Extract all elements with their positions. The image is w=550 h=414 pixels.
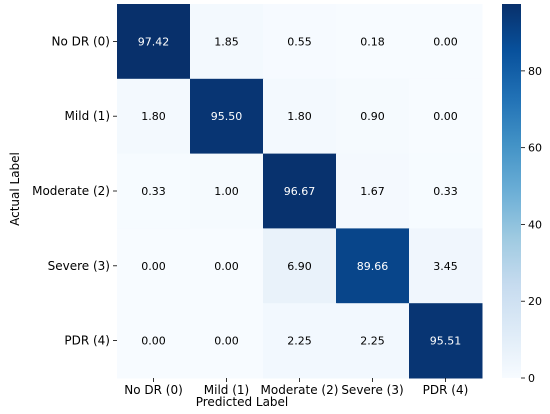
cell-value-labels: 97.42 1.85 0.55 0.18 0.00 1.80 95.50 1.80 0.90 0.… (138, 35, 462, 347)
heatmap-cell (409, 4, 483, 80)
heatmap-cell (190, 153, 264, 229)
cell-value-label: 95.51 (430, 335, 462, 348)
cell-value-label: 0.33 (141, 185, 166, 198)
cell-value-label: 0.00 (214, 260, 239, 273)
colorbar-tick-label: 20 (528, 295, 542, 308)
heatmap-cell (117, 78, 191, 155)
cell-value-label: 1.00 (214, 185, 239, 198)
x-tick-label: Severe (3) (341, 383, 403, 397)
heatmap-cell (190, 78, 264, 155)
cell-value-label: 6.90 (287, 260, 312, 273)
y-tick-label: Severe (3) (48, 259, 110, 273)
cell-value-label: 1.80 (287, 110, 312, 123)
heatmap-cell (336, 153, 410, 229)
heatmap-cell (336, 78, 410, 155)
cell-value-label: 1.80 (141, 110, 166, 123)
cell-value-label: 96.67 (284, 185, 316, 198)
heatmap-cell (117, 303, 191, 379)
x-axis-label: Predicted Label (196, 395, 289, 409)
x-tick-label: Mild (1) (204, 383, 249, 397)
heatmap-cell (336, 228, 410, 304)
cell-value-label: 97.42 (138, 35, 170, 48)
cell-value-label: 0.00 (141, 335, 166, 348)
heatmap-cell (336, 4, 410, 80)
cell-value-label: 89.66 (357, 260, 389, 273)
heatmap-cell (263, 78, 337, 155)
heatmap-cell (190, 303, 264, 379)
cell-value-label: 0.00 (433, 35, 458, 48)
cell-value-label: 2.25 (360, 335, 385, 348)
x-axis: No DR (0) Mild (1) Moderate (2) Severe (3) P… (124, 378, 468, 397)
heatmap-cell (409, 153, 483, 229)
heatmap-cell (117, 153, 191, 229)
y-tick-label: No DR (0) (51, 34, 110, 48)
cell-value-label: 0.00 (141, 260, 166, 273)
cell-value-label: 0.55 (287, 35, 312, 48)
cell-value-label: 0.33 (433, 185, 458, 198)
colorbar-gradient (502, 4, 521, 378)
x-tick-label: Moderate (2) (261, 383, 339, 397)
heatmap-cell (336, 303, 410, 379)
cell-value-label: 0.00 (433, 110, 458, 123)
heatmap-cell (263, 228, 337, 304)
y-tick-label: Mild (1) (65, 109, 110, 123)
cell-value-label: 0.90 (360, 110, 385, 123)
colorbar: 0 20 40 60 80 (502, 4, 542, 385)
cell-value-label: 0.00 (214, 335, 239, 348)
colorbar-tick-label: 80 (528, 65, 542, 78)
y-tick-label: PDR (4) (64, 334, 110, 348)
cell-value-label: 1.85 (214, 35, 239, 48)
heatmap-cell (409, 228, 483, 304)
heatmap-cell (263, 303, 337, 379)
x-tick-label: No DR (0) (124, 383, 183, 397)
heatmap-cell (190, 228, 264, 304)
heatmap-cell (263, 4, 337, 80)
heatmap-cell (190, 4, 264, 80)
colorbar-tick-label: 40 (528, 218, 542, 231)
cell-value-label: 95.50 (211, 110, 243, 123)
heatmap-cell (263, 153, 337, 229)
cell-value-label: 1.67 (360, 185, 385, 198)
y-tick-label: Moderate (2) (32, 184, 110, 198)
heatmap-cell (409, 78, 483, 155)
y-axis-label: Actual Label (8, 152, 22, 226)
colorbar-tick-label: 0 (528, 372, 535, 385)
cell-value-label: 2.25 (287, 335, 312, 348)
heatmap-cell (409, 303, 483, 379)
heatmap-cell (117, 228, 191, 304)
colorbar-tick-label: 60 (528, 142, 542, 155)
x-tick-label: PDR (4) (423, 383, 469, 397)
y-axis: No DR (0) Mild (1) Moderate (2) Severe (3) P… (32, 34, 117, 348)
cell-value-label: 3.45 (433, 260, 458, 273)
heatmap-cell (117, 4, 191, 80)
cell-value-label: 0.18 (360, 35, 385, 48)
heatmap-cells (117, 4, 483, 379)
